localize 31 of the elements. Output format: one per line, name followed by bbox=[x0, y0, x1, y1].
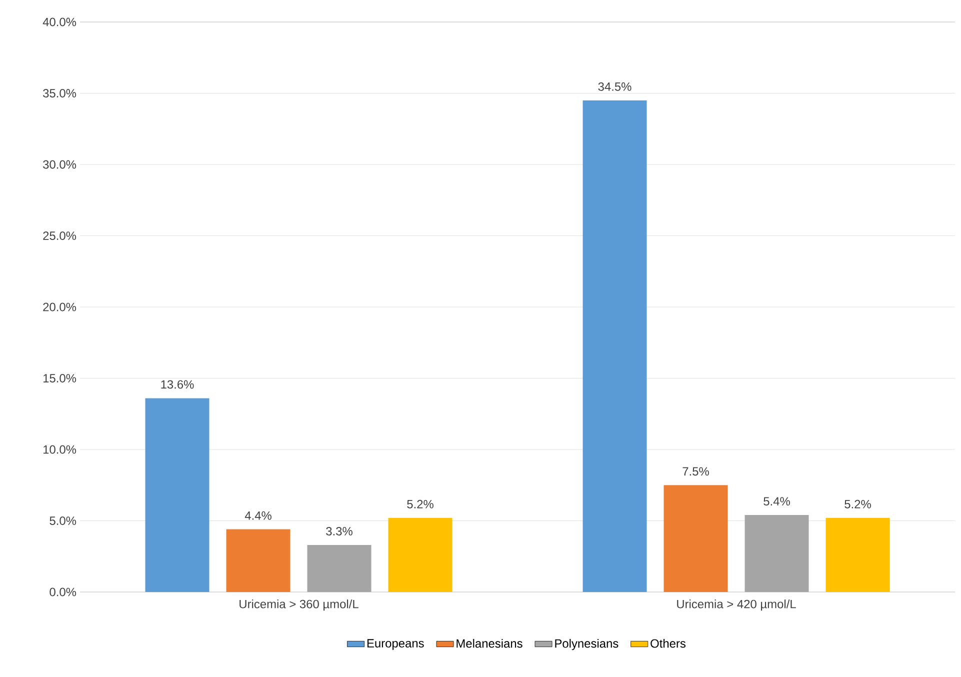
bar bbox=[307, 544, 372, 592]
legend-label: Polynesians bbox=[555, 638, 618, 650]
y-tick-label: 20.0% bbox=[43, 302, 76, 312]
y-tick-label: 30.0% bbox=[43, 160, 76, 169]
x-tick-label: Uricemia > 420 µmol/L bbox=[677, 600, 796, 611]
bar bbox=[744, 515, 809, 592]
data-label: 5.2% bbox=[844, 500, 871, 508]
y-tick-label: 40.0% bbox=[42, 18, 76, 26]
data-label: 34.5% bbox=[598, 82, 632, 91]
bar bbox=[664, 485, 728, 592]
bar bbox=[145, 398, 210, 592]
legend-label: Europeans bbox=[367, 639, 424, 650]
bar bbox=[226, 529, 290, 592]
data-label: 4.4% bbox=[244, 511, 272, 520]
y-tick-label: 10.0% bbox=[43, 445, 76, 454]
y-tick-label: 35.0% bbox=[43, 89, 76, 98]
y-tick-label: 25.0% bbox=[43, 232, 76, 240]
x-tick-label: Uricemia > 360 µmol/L bbox=[240, 600, 358, 611]
data-label: 13.6% bbox=[161, 380, 194, 389]
legend-label: Melanesians bbox=[456, 638, 522, 648]
data-label: 3.3% bbox=[326, 526, 352, 536]
legend-label: Others bbox=[650, 638, 686, 648]
bar bbox=[582, 100, 647, 592]
y-tick-label: 5.0% bbox=[50, 516, 76, 525]
data-label: 5.4% bbox=[764, 497, 790, 506]
y-tick-label: 15.0% bbox=[43, 374, 76, 382]
bar bbox=[826, 518, 890, 592]
bar bbox=[388, 518, 452, 592]
data-label: 7.5% bbox=[682, 467, 709, 476]
y-tick-label: 0.0% bbox=[50, 588, 76, 596]
data-label: 5.2% bbox=[407, 500, 434, 508]
